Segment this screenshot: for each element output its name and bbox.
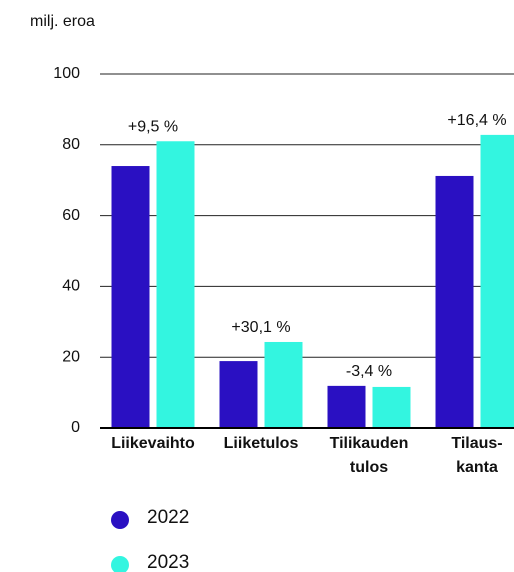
bar	[264, 341, 303, 428]
annotation-bg	[113, 117, 193, 138]
legend-marker	[111, 556, 129, 572]
bar	[156, 141, 195, 428]
bar	[372, 386, 411, 428]
legend-marker	[111, 511, 129, 529]
x-tick-label: Tilaus-	[451, 435, 502, 452]
annotation-bg	[221, 317, 301, 338]
annotation: +30,1 %	[231, 319, 290, 336]
x-tick-label: tulos	[350, 459, 388, 476]
legend-label: 2023	[147, 552, 189, 572]
bar	[111, 166, 150, 429]
bar	[435, 175, 474, 428]
y-tick-label: 100	[53, 65, 80, 82]
bar	[327, 385, 366, 428]
y-tick-label: 40	[62, 278, 80, 295]
annotation: -3,4 %	[346, 363, 392, 380]
y-tick-label: 0	[71, 419, 80, 436]
bar	[219, 361, 258, 428]
x-tick-label: Liikevaihto	[111, 435, 195, 452]
x-tick-label: kanta	[456, 459, 498, 476]
bar	[480, 134, 514, 428]
x-tick-label: Tilikauden	[330, 435, 409, 452]
legend-label: 2022	[147, 507, 189, 528]
annotation-bg	[329, 361, 409, 382]
annotation: +9,5 %	[128, 118, 178, 135]
annotation-bg	[437, 110, 514, 131]
y-tick-label: 60	[62, 207, 80, 224]
annotation: +16,4 %	[447, 112, 506, 129]
x-tick-label: Liiketulos	[224, 435, 299, 452]
y-axis-label: milj. eroa	[30, 13, 95, 30]
y-tick-label: 20	[62, 348, 80, 365]
y-tick-label: 80	[62, 136, 80, 153]
